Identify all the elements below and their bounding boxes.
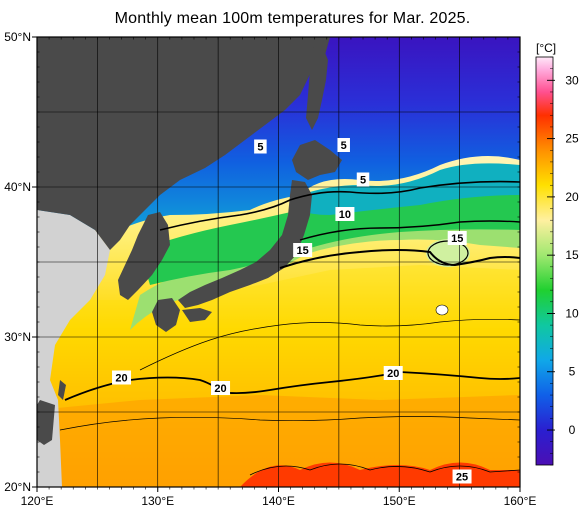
colorbar-tick-label: 15 (565, 248, 579, 262)
ocean-hot-band (240, 462, 520, 487)
contour-label: 20 (115, 373, 127, 385)
isotherm-10 (299, 220, 520, 241)
contour-label: 5 (257, 142, 263, 154)
colorbar-tick-label: 25 (565, 132, 579, 146)
contour-label-bg (335, 207, 355, 221)
isotherm-25 (249, 463, 520, 476)
ocean-transition-band (130, 203, 520, 330)
contour-label-bg (293, 243, 313, 257)
colorbar-scale (535, 56, 554, 466)
contour-label: 5 (341, 140, 347, 152)
land-kyushu (152, 298, 180, 332)
isotherm-15 (279, 249, 520, 269)
colorbar-tick-label: 10 (565, 306, 579, 320)
colorbar-tick-label: 20 (565, 190, 579, 204)
land-continent (37, 37, 330, 250)
land-sakhalin (306, 45, 328, 130)
ocean-oyashio-band (300, 163, 520, 215)
land-shikoku (182, 308, 212, 322)
land-honshu (178, 180, 312, 308)
land-hokkaido (292, 140, 342, 180)
contour-label: 10 (339, 209, 351, 221)
lon-label: 120°E (21, 494, 54, 508)
lon-label: 140°E (262, 494, 295, 508)
contour-label: 20 (387, 368, 399, 380)
contour-labels: 5 5 5 10 15 15 20 20 20 25 (112, 138, 472, 484)
isotherm-18 (139, 318, 520, 371)
isotherm-22 (59, 416, 520, 431)
contour-label-bg (254, 139, 267, 154)
contour-label-bg (447, 231, 467, 245)
land-korea (118, 212, 170, 300)
lat-label: 20°N (4, 480, 31, 494)
colorbar: [°C] 30 25 20 15 10 5 0 (535, 41, 579, 466)
colorbar-tick-label: 30 (565, 73, 579, 87)
lat-label: 50°N (4, 30, 31, 44)
land-china-coast (37, 210, 110, 400)
isotherm-contours (59, 180, 520, 476)
contour-label: 5 (360, 175, 366, 187)
map-title: Monthly mean 100m temperatures for Mar. … (114, 10, 471, 27)
colorbar-tick-label: 0 (569, 423, 576, 437)
contour-label-bg (356, 172, 370, 187)
map-plot-area: 5 5 5 10 15 15 20 20 20 25 (37, 37, 520, 487)
lat-lon-grid (37, 37, 520, 487)
lon-label: 150°E (383, 494, 416, 508)
colorbar-unit: [°C] (536, 41, 556, 55)
contour-label-bg (337, 138, 350, 152)
contour-label-bg (452, 469, 472, 484)
colorbar-ticks: 30 25 20 15 10 5 0 (547, 56, 579, 466)
lat-label: 40°N (4, 180, 31, 194)
contour-label-bg (211, 381, 231, 395)
land-okinawa (58, 380, 66, 400)
lon-label: 130°E (141, 494, 174, 508)
lon-label: 160°E (504, 494, 537, 508)
contour-label: 15 (297, 245, 309, 257)
contour-label: 25 (456, 472, 468, 484)
lat-label: 30°N (4, 330, 31, 344)
contour-label: 20 (214, 383, 226, 395)
ocean-green-band (140, 190, 520, 285)
isotherm-5 (159, 180, 520, 231)
eddy-core (435, 304, 449, 316)
colorbar-tick-label: 5 (569, 365, 576, 379)
contour-label: 15 (451, 233, 463, 245)
isotherm-20 (64, 371, 520, 401)
contour-label-bg (112, 370, 132, 385)
land-taiwan (37, 400, 55, 445)
contour-label-bg (383, 366, 403, 380)
